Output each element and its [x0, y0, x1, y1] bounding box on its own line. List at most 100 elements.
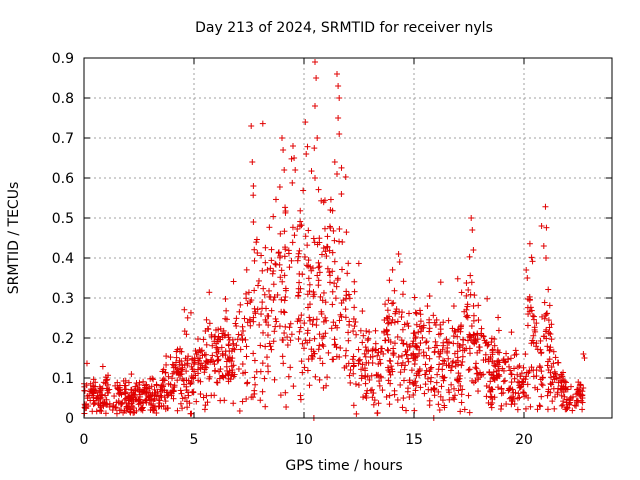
data-point: [561, 378, 568, 385]
data-point: [297, 223, 304, 230]
data-point: [311, 239, 318, 246]
data-point: [256, 321, 263, 328]
data-point: [480, 357, 487, 364]
data-point: [316, 235, 323, 242]
data-point: [484, 295, 491, 302]
data-point: [273, 318, 280, 325]
data-point: [390, 345, 397, 352]
data-point: [384, 346, 391, 353]
data-point: [371, 397, 378, 404]
data-point: [451, 350, 458, 357]
data-point: [167, 354, 174, 361]
data-point: [453, 359, 460, 366]
data-point: [494, 349, 501, 356]
data-point: [436, 407, 443, 414]
data-point: [192, 372, 199, 379]
data-point: [312, 103, 318, 109]
data-point: [191, 357, 198, 364]
data-point: [546, 302, 553, 309]
data-point: [472, 377, 479, 384]
data-point: [566, 396, 573, 403]
data-point: [317, 293, 324, 300]
data-point: [388, 363, 395, 370]
data-point: [305, 304, 312, 311]
data-point: [366, 376, 373, 383]
data-point: [508, 371, 515, 378]
data-point: [290, 143, 296, 149]
data-point: [417, 340, 424, 347]
data-point: [406, 394, 413, 401]
data-point: [468, 334, 475, 341]
data-point: [304, 143, 311, 150]
data-point: [271, 294, 278, 301]
data-point: [279, 336, 286, 343]
data-point: [317, 355, 324, 362]
data-point: [355, 381, 362, 388]
data-point: [512, 347, 519, 354]
data-point: [394, 318, 401, 325]
data-point: [546, 330, 553, 337]
data-point: [271, 328, 278, 335]
data-point: [301, 364, 308, 371]
data-point: [350, 353, 357, 360]
data-point: [187, 309, 194, 316]
data-point: [385, 367, 392, 374]
data-point: [170, 387, 177, 394]
data-point: [404, 388, 411, 395]
data-point: [389, 316, 396, 323]
data-point: [262, 403, 269, 410]
data-point: [272, 323, 279, 330]
data-point: [118, 400, 125, 407]
data-point: [443, 362, 450, 369]
data-point: [277, 230, 284, 237]
data-point: [388, 319, 395, 326]
data-point: [500, 367, 507, 374]
data-point: [305, 275, 312, 282]
data-point: [543, 255, 549, 261]
data-point: [510, 389, 517, 396]
data-point: [319, 297, 326, 304]
data-point: [83, 360, 90, 367]
data-point: [359, 308, 366, 315]
chart-title: Day 213 of 2024, SRMTID for receiver nyl…: [195, 20, 493, 36]
data-point: [292, 167, 299, 173]
data-point: [559, 401, 566, 408]
data-point: [526, 308, 533, 315]
data-point: [416, 367, 423, 374]
data-point: [443, 336, 450, 343]
data-point: [550, 348, 557, 355]
data-point: [308, 168, 315, 175]
data-point: [286, 324, 293, 331]
data-point: [466, 366, 473, 373]
data-point: [433, 379, 440, 386]
data-point: [464, 301, 471, 308]
data-point: [305, 257, 312, 264]
data-point: [336, 225, 343, 232]
data-point: [284, 334, 291, 341]
data-point: [424, 303, 431, 310]
data-point: [143, 399, 150, 406]
data-point: [288, 155, 295, 162]
data-point: [251, 374, 258, 381]
data-point: [310, 316, 317, 323]
data-point: [147, 375, 154, 382]
data-point: [518, 370, 525, 377]
data-point: [426, 325, 433, 332]
data-point: [351, 304, 358, 311]
data-point: [296, 270, 303, 277]
data-point: [92, 383, 99, 390]
data-point: [537, 346, 544, 353]
data-point: [313, 75, 320, 81]
data-point: [249, 159, 256, 165]
data-point: [487, 355, 494, 362]
data-point: [422, 381, 429, 388]
data-point: [543, 310, 550, 317]
data-point: [212, 367, 219, 374]
data-point: [400, 340, 407, 347]
data-point: [524, 304, 531, 311]
data-point: [392, 308, 399, 315]
data-point: [159, 381, 166, 388]
data-point: [307, 263, 314, 270]
data-point: [260, 329, 267, 336]
data-point: [241, 315, 248, 322]
